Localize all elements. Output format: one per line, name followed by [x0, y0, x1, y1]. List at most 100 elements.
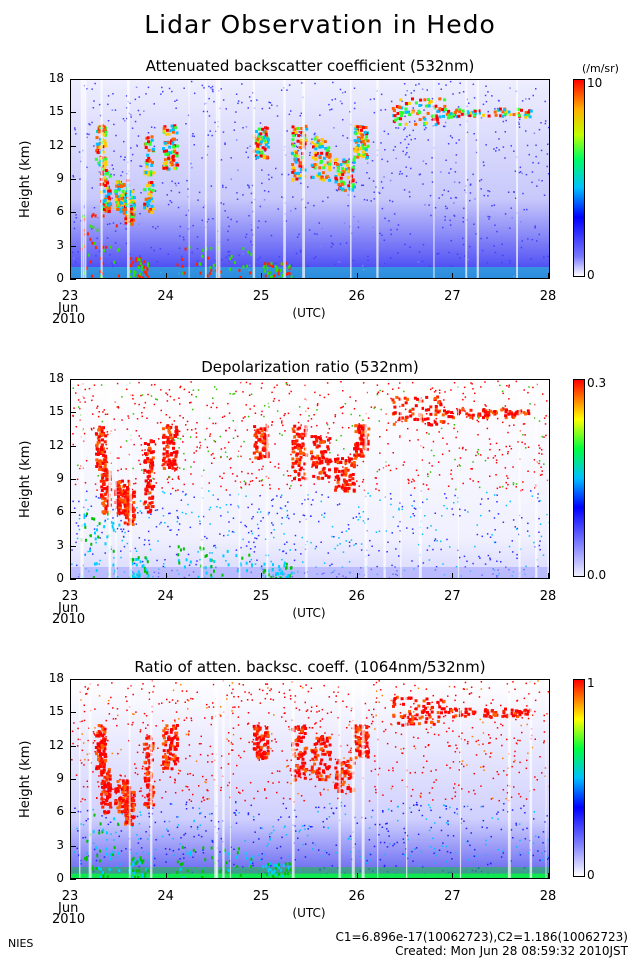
- panel2-cloud-cell: [359, 454, 363, 458]
- panel2-speckle: [387, 541, 389, 543]
- panel2-cloud-cell: [469, 415, 473, 419]
- panel2-gap: [129, 380, 132, 578]
- panel2-cloud-cell: [101, 495, 105, 499]
- panel2-cloud-cell: [392, 400, 396, 404]
- panel2-speckle: [331, 460, 333, 463]
- panel2-speckle: [287, 501, 289, 503]
- panel2-speckle: [179, 438, 182, 440]
- panel2-speckle: [286, 470, 289, 472]
- panel2-speckle: [135, 523, 137, 525]
- panel1-cloud-cell: [147, 197, 151, 201]
- panel1-cloud-cell: [446, 116, 450, 120]
- panel1-cloud-cell: [175, 162, 179, 165]
- panel2-speckle: [140, 512, 143, 514]
- panel2-speckle: [141, 560, 144, 563]
- panel2-speckle: [472, 418, 474, 420]
- panel2-low-cloud-cell: [267, 573, 270, 577]
- panel1-speckle: [482, 161, 485, 163]
- panel1-cloud-cell: [299, 141, 303, 145]
- panel1-speckle: [473, 97, 476, 99]
- panel2-low-cloud-cell: [211, 577, 214, 578]
- panel2-cloud-cell: [102, 474, 106, 478]
- panel2-cloud-cell: [259, 434, 263, 438]
- panel2-speckle: [495, 442, 498, 445]
- panel1-speckle: [362, 264, 364, 267]
- panel2-cloud-cell: [411, 407, 415, 411]
- panel3-speckle: [371, 809, 374, 812]
- panel3-speckle: [421, 771, 424, 774]
- panel2-cloud-cell: [353, 453, 357, 457]
- panel2-low-cloud-cell: [112, 563, 115, 567]
- panel3-speckle: [174, 779, 176, 782]
- panel2-speckle: [165, 392, 167, 394]
- panel2-speckle: [348, 541, 351, 543]
- panel2-speckle: [257, 534, 260, 537]
- panel2-cloud-cell: [298, 426, 302, 430]
- panel2-speckle: [179, 385, 182, 388]
- panel2-cloud-cell: [434, 405, 438, 408]
- panel2-cloud-cell: [104, 510, 108, 514]
- panel2-low-cloud-cell: [272, 563, 274, 567]
- panel2-speckle: [225, 429, 227, 432]
- panel1-cloud-cell: [342, 170, 346, 174]
- panel1-speckle: [183, 87, 185, 89]
- panel1-speckle: [113, 123, 115, 126]
- panel2-low-cloud-cell: [205, 571, 208, 575]
- panel2-low-cloud-cell: [86, 512, 88, 516]
- panel1-speckle: [130, 160, 132, 162]
- panel1-cloud-cell: [455, 115, 459, 119]
- panel1-cloud-cell: [304, 124, 308, 128]
- panel2-speckle: [415, 469, 418, 472]
- panel3-speckle: [140, 814, 142, 816]
- panel1-speckle: [355, 181, 358, 184]
- panel1-speckle: [518, 118, 521, 121]
- panel2-speckle: [542, 554, 545, 556]
- panel2-speckle: [403, 461, 405, 463]
- panel3-speckle: [527, 717, 530, 720]
- panel2-speckle: [247, 415, 250, 418]
- panel3-speckle: [541, 852, 543, 854]
- panel1-speckle: [161, 182, 164, 184]
- panel1-speckle: [174, 100, 176, 102]
- panel1-cloud-cell: [457, 114, 461, 118]
- panel1-cloud-cell: [169, 163, 172, 167]
- panel2-speckle: [153, 478, 155, 480]
- panel1-speckle: [119, 222, 122, 225]
- panel2-cloud-cell: [118, 504, 122, 508]
- panel2-cloud-cell: [324, 474, 328, 477]
- panel1-speckle: [146, 205, 149, 208]
- panel2-cloud-cell: [166, 445, 170, 449]
- panel1-speckle: [115, 134, 117, 137]
- panel1-speckle: [455, 197, 458, 199]
- panel1-cloud-cell: [104, 209, 108, 213]
- panel1-speckle: [500, 235, 502, 238]
- panel1-speckle: [241, 83, 243, 85]
- panel2-speckle: [489, 536, 492, 538]
- panel1-speckle: [409, 233, 411, 235]
- panel2-low-cloud-cell: [277, 572, 280, 576]
- panel2-speckle: [199, 441, 201, 444]
- panel2-speckle: [541, 473, 543, 476]
- panel2-speckle: [246, 429, 249, 431]
- panel2-cloud-cell: [421, 406, 424, 410]
- panel2-speckle: [100, 384, 103, 386]
- panel2-cloud-cell: [360, 437, 364, 441]
- panel1-title: Attenuated backscatter coefficient (532n…: [145, 57, 475, 75]
- panel2-low-cloud-cell: [83, 513, 86, 517]
- panel1-cloud-cell: [359, 137, 362, 140]
- panel2-cloud-cell: [351, 477, 355, 481]
- panel2-speckle: [72, 414, 74, 417]
- panel3-speckle: [230, 741, 232, 744]
- panel2-speckle: [453, 424, 456, 426]
- panel2-speckle: [273, 529, 275, 531]
- panel2-speckle: [236, 475, 238, 477]
- panel2-speckle: [259, 511, 262, 513]
- panel2-cloud-cell: [344, 459, 348, 463]
- panel2-gap: [400, 380, 402, 578]
- panel3-speckle: [212, 706, 215, 708]
- panel1-cloud-cell: [319, 177, 323, 181]
- panel3-speckle: [141, 795, 144, 797]
- panel2-cloud-cell: [318, 437, 322, 441]
- panel2-speckle: [375, 488, 377, 490]
- panel1-speckle: [391, 200, 394, 203]
